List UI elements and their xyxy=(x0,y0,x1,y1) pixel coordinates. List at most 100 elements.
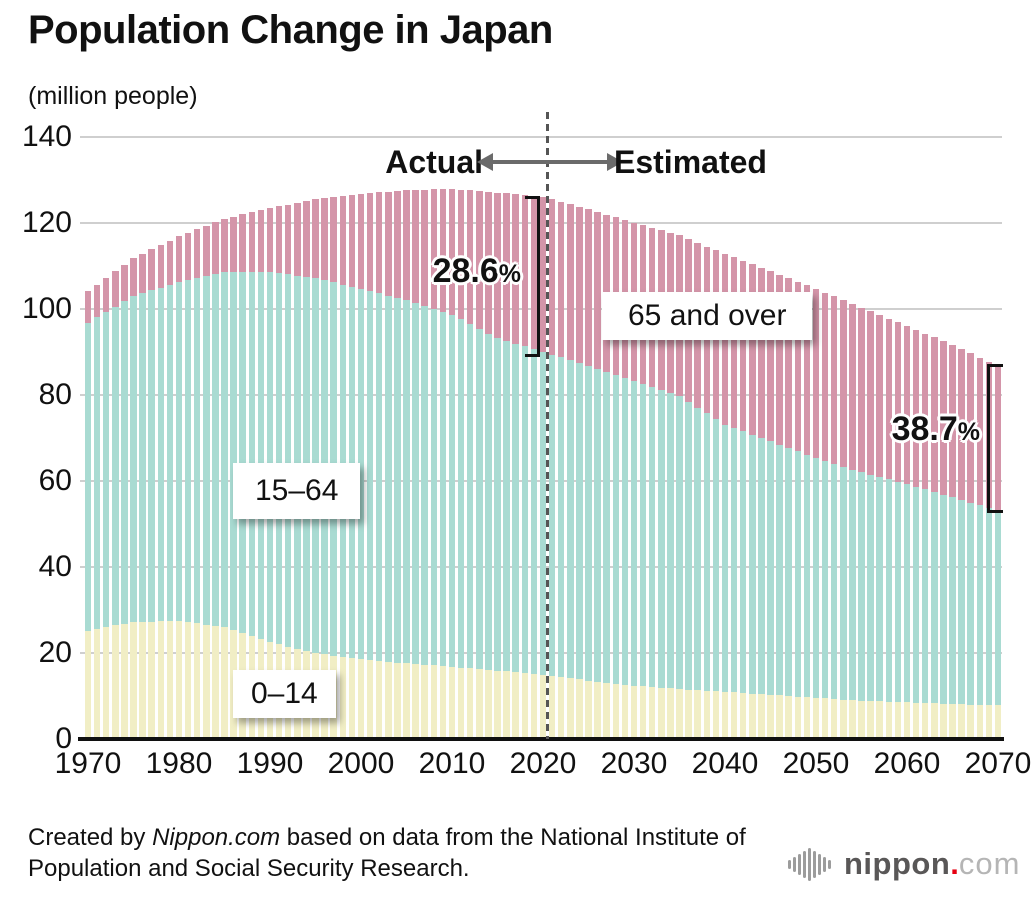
seg-15-64 xyxy=(721,424,729,692)
bar-1981 xyxy=(184,232,192,739)
seg-65over xyxy=(585,209,592,367)
bar-2044 xyxy=(758,267,765,739)
seg-65over xyxy=(548,199,556,355)
seg-65over xyxy=(312,199,319,279)
seg-0-14 xyxy=(630,685,638,739)
nippon-com-logo[interactable]: nippon. com xyxy=(788,840,1021,888)
seg-65over xyxy=(812,288,820,458)
seg-15-64 xyxy=(730,428,738,693)
seg-15-64 xyxy=(148,290,155,622)
seg-15-64 xyxy=(366,291,374,661)
seg-0-14 xyxy=(803,697,811,739)
bar-2047 xyxy=(785,278,792,739)
double-arrow-line xyxy=(492,160,608,164)
seg-0-14 xyxy=(758,694,765,739)
seg-15-64 xyxy=(385,295,392,662)
seg-15-64 xyxy=(221,272,228,628)
seg-0-14 xyxy=(157,621,165,739)
seg-15-64 xyxy=(830,463,838,699)
seg-65over xyxy=(958,349,965,501)
seg-0-14 xyxy=(685,689,692,739)
seg-15-64 xyxy=(776,444,783,696)
estimated-label: Estimated xyxy=(614,144,767,180)
seg-15-64 xyxy=(193,278,201,624)
seg-0-14 xyxy=(212,625,219,739)
bar-2053 xyxy=(840,300,847,739)
seg-0-14 xyxy=(749,693,756,739)
seg-0-14 xyxy=(457,667,465,739)
seg-0-14 xyxy=(976,704,984,739)
seg-15-64 xyxy=(248,272,256,637)
seg-65over xyxy=(403,189,410,301)
bar-2070 xyxy=(994,365,1002,739)
seg-0-14 xyxy=(921,703,929,739)
seg-0-14 xyxy=(840,699,847,739)
seg-15-64 xyxy=(567,360,574,679)
seg-15-64 xyxy=(512,343,519,673)
seg-15-64 xyxy=(976,505,984,705)
x-tick-label-2040: 2040 xyxy=(691,747,759,780)
seg-15-64 xyxy=(257,272,265,640)
seg-0-14 xyxy=(658,687,665,739)
x-tick-label-1970: 1970 xyxy=(54,747,122,780)
bar-2063 xyxy=(931,337,938,739)
seg-0-14 xyxy=(521,672,529,739)
bar-2025 xyxy=(585,209,592,739)
seg-65over xyxy=(439,189,447,312)
seg-0-14 xyxy=(548,675,556,739)
seg-65over xyxy=(448,189,456,315)
seg-0-14 xyxy=(694,690,701,739)
seg-0-14 xyxy=(648,687,656,739)
seg-65over xyxy=(885,318,893,480)
seg-0-14 xyxy=(794,696,802,739)
source-credit-line2: Population and Social Security Research. xyxy=(28,855,470,882)
bar-2066 xyxy=(958,349,965,739)
x-axis-line xyxy=(78,737,1004,741)
share-2020-value: 28.6 xyxy=(432,252,499,290)
seg-65over xyxy=(193,229,201,279)
seg-0-14 xyxy=(785,695,792,739)
logo-dot: . xyxy=(950,846,959,881)
seg-15-64 xyxy=(985,508,993,706)
bar-2014 xyxy=(485,191,492,739)
seg-15-64 xyxy=(658,390,665,688)
seg-0-14 xyxy=(494,670,501,739)
bar-2055 xyxy=(858,307,865,739)
seg-65over xyxy=(821,292,829,461)
seg-15-64 xyxy=(102,312,110,628)
bar-1977 xyxy=(148,249,155,739)
bar-2052 xyxy=(830,296,838,739)
seg-65over xyxy=(330,197,337,283)
seg-65over xyxy=(594,211,601,370)
seg-15-64 xyxy=(112,306,119,626)
seg-65over xyxy=(157,244,165,288)
seg-15-64 xyxy=(266,272,274,643)
seg-0-14 xyxy=(485,669,492,739)
seg-15-64 xyxy=(139,293,146,622)
seg-15-64 xyxy=(940,494,947,704)
source-credit-line1: Created by Nippon.com based on data from… xyxy=(28,822,746,853)
seg-15-64 xyxy=(230,272,237,631)
bar-2065 xyxy=(949,345,956,739)
seg-15-64 xyxy=(239,272,246,634)
bar-1972 xyxy=(102,277,110,739)
seg-65over xyxy=(321,198,328,281)
seg-15-64 xyxy=(630,381,638,686)
seg-65over xyxy=(539,196,547,352)
bar-1970 xyxy=(84,291,92,739)
seg-65over xyxy=(357,194,365,289)
bar-2016 xyxy=(503,193,510,739)
seg-0-14 xyxy=(821,698,829,739)
seg-15-64 xyxy=(184,280,192,623)
credit-source-name: Nippon.com xyxy=(152,824,281,851)
seg-0-14 xyxy=(193,623,201,739)
bar-2050 xyxy=(812,288,820,739)
seg-65over xyxy=(430,189,438,309)
source-credit: Created by Nippon.com based on data from… xyxy=(28,822,746,884)
bar-1985 xyxy=(221,218,228,739)
y-tick-label-100: 100 xyxy=(21,292,72,325)
logo-wordmark: nippon xyxy=(844,846,951,881)
seg-65over xyxy=(166,240,174,285)
bar-2021 xyxy=(548,199,556,739)
